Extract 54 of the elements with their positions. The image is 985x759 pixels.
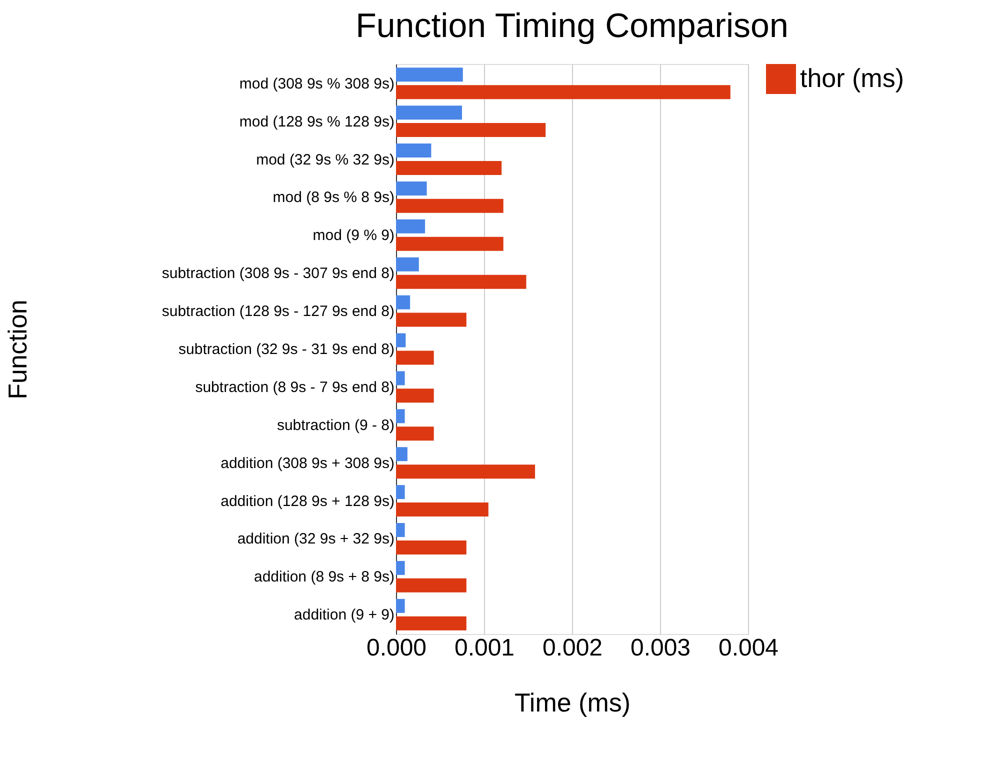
bar (396, 295, 410, 310)
bar (396, 598, 405, 613)
bar (396, 540, 466, 554)
x-tick-label: 0.001 (454, 634, 515, 662)
bar (396, 560, 405, 575)
y-tick-label: addition (9 + 9) (294, 606, 394, 624)
bar (396, 502, 488, 517)
y-tick-label: subtraction (32 9s - 31 9s end 8) (178, 341, 394, 358)
bar (396, 388, 434, 403)
bar (396, 409, 405, 424)
bar (396, 257, 419, 272)
bar (396, 106, 462, 120)
y-tick-label: subtraction (128 9s - 127 9s end 8) (162, 303, 395, 320)
bar (396, 333, 406, 348)
y-tick-label: addition (308 9s + 308 9s) (220, 454, 394, 472)
bar (396, 447, 408, 462)
bar (396, 123, 546, 138)
bar (396, 312, 466, 327)
y-tick-label: subtraction (9 - 8) (276, 416, 395, 434)
bar (396, 219, 426, 234)
y-tick-label: subtraction (308 9s - 307 9s end 8) (162, 265, 395, 282)
y-tick-label: addition (128 9s + 128 9s) (220, 492, 394, 510)
chart-title: Function Timing Comparison (356, 7, 788, 45)
y-tick-label: subtraction (8 9s - 7 9s end 8) (195, 378, 394, 396)
bar (396, 68, 463, 82)
y-tick-label: mod (128 9s % 128 9s) (239, 113, 394, 130)
y-tick-label: mod (9 % 9) (312, 227, 394, 244)
bar (396, 350, 434, 365)
bar (396, 464, 536, 479)
bar (396, 578, 466, 592)
legend-label: thor (ms) (800, 63, 904, 93)
bar (396, 523, 405, 538)
bar (396, 426, 434, 441)
bar (396, 274, 526, 289)
bar (396, 160, 502, 175)
y-tick-label: mod (32 9s % 32 9s) (256, 151, 394, 168)
y-tick-label: mod (308 9s % 308 9s) (239, 75, 394, 92)
bar (396, 371, 405, 386)
bar (396, 85, 730, 100)
y-tick-label: addition (8 9s + 8 9s) (254, 568, 394, 586)
y-axis-title: Function (2, 300, 32, 400)
bar (396, 198, 504, 213)
bar (396, 181, 427, 196)
x-tick-label: 0.004 (718, 634, 779, 662)
bar (396, 485, 405, 500)
x-tick-label: 0.003 (630, 634, 691, 662)
bar (396, 144, 432, 158)
y-tick-label: addition (32 9s + 32 9s) (237, 530, 394, 548)
x-tick-label: 0.002 (542, 634, 603, 662)
bar (396, 236, 504, 251)
bar (396, 616, 466, 630)
x-tick-label: 0.000 (366, 634, 427, 662)
x-axis-title: Time (ms) (514, 688, 631, 718)
y-tick-label: mod (8 9s % 8 9s) (272, 189, 394, 206)
